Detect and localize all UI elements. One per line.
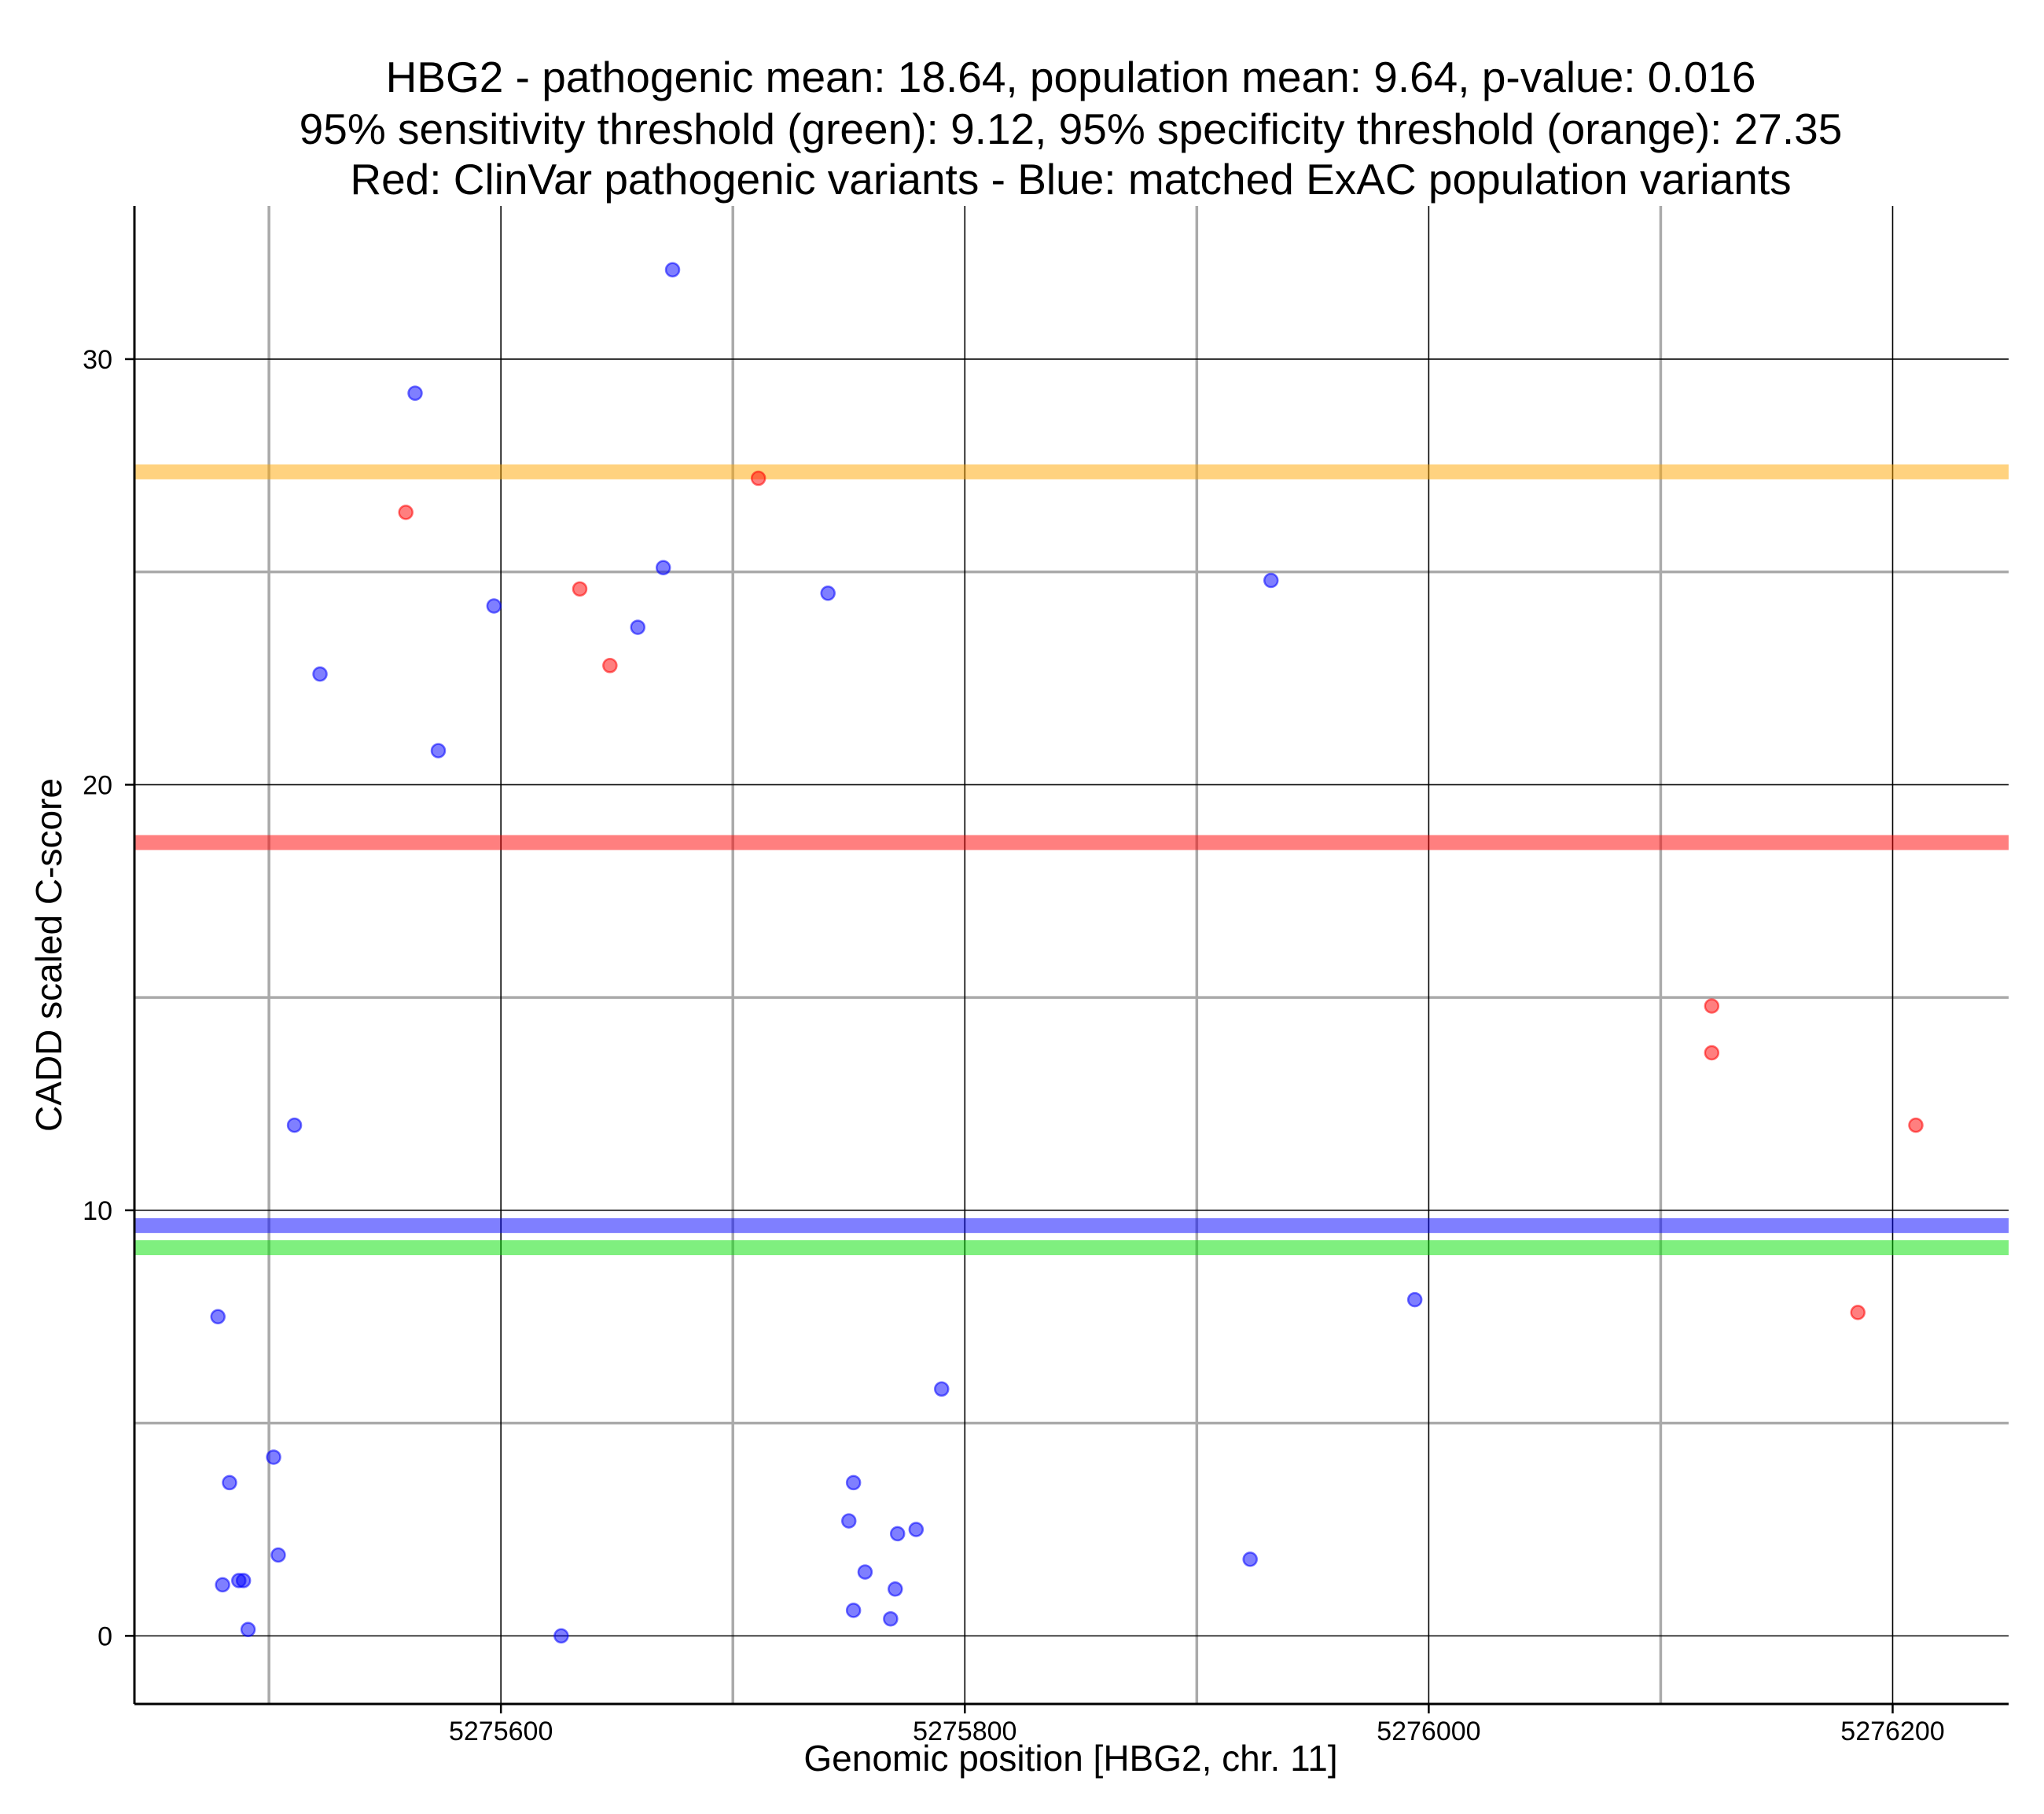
population-variant-point: [407, 385, 423, 401]
population-variant-point: [270, 1547, 286, 1563]
y-axis-title: CADD scaled C-score: [28, 778, 69, 1132]
population-variant-point: [215, 1577, 230, 1593]
population-variant-point: [845, 1474, 862, 1491]
minor-gridlines: [134, 206, 2009, 1704]
axes: [133, 206, 2009, 1706]
pathogenic-variant-point: [1908, 1117, 1924, 1133]
pathogenic-variant-point: [398, 505, 414, 520]
population-variant-point: [888, 1581, 903, 1597]
pathogenic-variant-point: [572, 581, 588, 597]
population-variant-point: [845, 1603, 862, 1618]
pathogenic-variant-point: [750, 470, 766, 487]
population-variant-point: [1263, 572, 1279, 589]
population-variant-point: [240, 1621, 256, 1637]
chart-title-line-3: Red: ClinVar pathogenic variants - Blue:…: [350, 155, 1791, 204]
chart-title: HBG2 - pathogenic mean: 18.64, populatio…: [300, 53, 1843, 204]
population-variant-point: [820, 585, 836, 601]
population-variant-point: [486, 598, 502, 614]
population-variant-point: [222, 1474, 237, 1491]
x-tick-label: 5276000: [1377, 1717, 1480, 1746]
y-tick-label: 10: [83, 1196, 112, 1226]
chart-title-line-2: 95% sensitivity threshold (green): 9.12,…: [300, 105, 1843, 153]
population-variant-point: [266, 1449, 281, 1465]
pathogenic-variant-point: [1850, 1305, 1866, 1320]
population-variant-point: [430, 743, 447, 758]
population-variant-point: [235, 1573, 252, 1588]
pathogenic-variant-point: [602, 658, 618, 674]
population-variant-point: [655, 560, 671, 576]
population-variant-point: [312, 666, 328, 682]
major-gridlines: [134, 206, 2009, 1704]
x-tick-label: 5276200: [1840, 1717, 1944, 1746]
population-variant-point: [883, 1610, 899, 1627]
population-variant-point: [553, 1628, 569, 1644]
population-variant-point: [841, 1513, 857, 1529]
y-tick-label: 0: [97, 1621, 112, 1651]
population-variant-point: [1406, 1291, 1423, 1308]
population-variant-point: [908, 1522, 925, 1537]
population-variant-point: [1242, 1551, 1258, 1567]
x-tick-label: 5275800: [913, 1717, 1016, 1746]
y-tick-label: 20: [83, 770, 112, 800]
population-variant-point: [934, 1381, 950, 1397]
pathogenic-variant-point: [1704, 998, 1720, 1014]
chart-title-line-1: HBG2 - pathogenic mean: 18.64, populatio…: [386, 53, 1756, 101]
x-axis-title: Genomic position [HBG2, chr. 11]: [803, 1738, 1337, 1779]
y-tick-label: 30: [83, 345, 112, 375]
population-variant-point: [286, 1117, 303, 1133]
population-variant-point: [889, 1526, 906, 1542]
population-variant-point: [210, 1309, 226, 1325]
x-tick-label: 5275600: [449, 1717, 553, 1746]
population-variant-point: [857, 1564, 873, 1580]
axis-ticks: 5275600 5275800 5276000 5276200 0 10 20 30: [83, 345, 1944, 1746]
data-points: [210, 262, 1924, 1644]
population-variant-point: [664, 262, 681, 277]
pathogenic-variant-point: [1704, 1045, 1720, 1061]
threshold-lines: [134, 464, 2009, 1256]
population-variant-point: [630, 619, 646, 635]
